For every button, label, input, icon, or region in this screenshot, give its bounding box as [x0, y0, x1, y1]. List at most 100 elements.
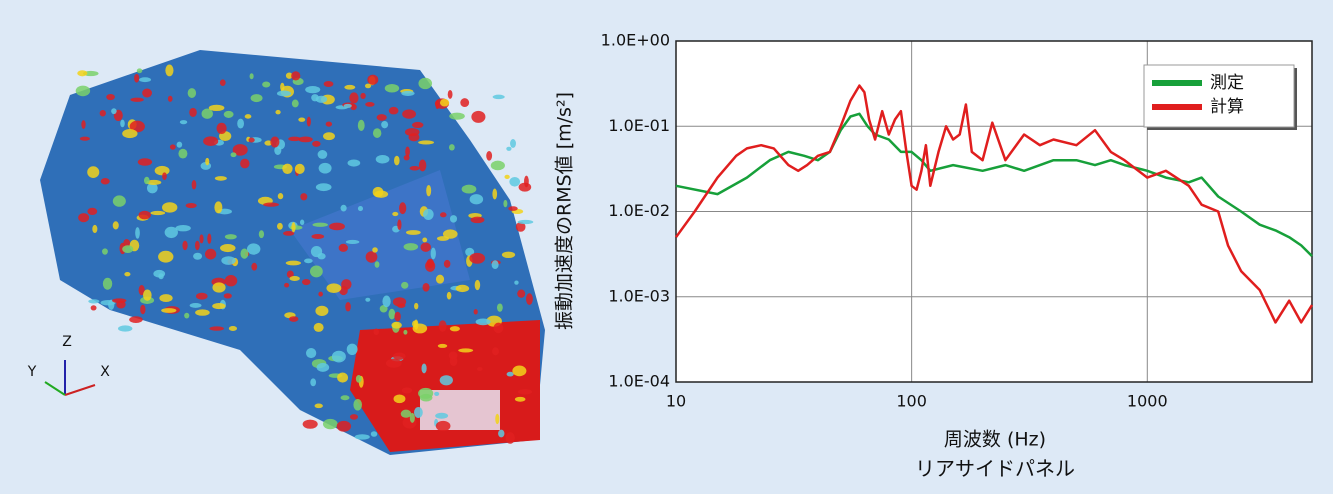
stress-spot [339, 285, 348, 296]
stress-spot [314, 403, 323, 409]
stress-spot [124, 271, 131, 277]
stress-spot [102, 277, 113, 290]
stress-spot [284, 282, 290, 288]
stress-spot [178, 148, 188, 159]
stress-spot [336, 420, 352, 432]
stress-spot [381, 120, 389, 129]
stress-spot [117, 325, 133, 332]
stress-spot [360, 92, 366, 100]
stress-spot [382, 295, 391, 308]
stress-spot [469, 194, 484, 205]
stress-spot [282, 163, 293, 174]
stress-spot [331, 350, 346, 363]
stress-spot [355, 375, 362, 383]
y-tick-label: 1.0E-01 [608, 116, 670, 135]
stress-spot [277, 222, 283, 230]
x-tick-label: 1000 [1127, 392, 1168, 411]
stress-spot [420, 242, 432, 252]
stress-spot [422, 237, 428, 243]
stress-spot [345, 301, 351, 312]
stress-spot [285, 260, 302, 266]
stress-spot [495, 413, 500, 425]
y-tick-label: 1.0E-03 [608, 286, 670, 305]
stress-spot [349, 92, 359, 104]
stress-spot [304, 258, 313, 264]
stress-spot [510, 139, 516, 148]
stress-spot [517, 289, 526, 298]
stress-spot [385, 358, 402, 368]
stress-spot [418, 140, 435, 145]
stress-spot [185, 202, 197, 209]
stress-spot [176, 141, 183, 148]
stress-spot [150, 210, 166, 216]
stress-spot [512, 365, 527, 377]
stress-spot [438, 320, 447, 332]
stress-spot [135, 227, 140, 239]
stress-spot [405, 146, 410, 157]
stress-spot [509, 176, 521, 187]
stress-spot [111, 108, 117, 115]
stress-spot [205, 248, 217, 260]
stress-spot [418, 159, 427, 172]
stress-spot [182, 240, 188, 251]
stress-spot [298, 136, 313, 143]
stress-spot [501, 251, 516, 259]
stress-spot [435, 420, 451, 432]
stress-spot [365, 251, 378, 263]
stress-spot [498, 429, 505, 438]
stress-spot [490, 160, 505, 171]
stress-spot [505, 432, 515, 444]
axis-label: Z [62, 334, 72, 350]
stress-spot [310, 378, 317, 387]
stress-spot [112, 221, 119, 230]
stress-spot [212, 303, 226, 310]
stress-spot [409, 412, 415, 423]
stress-spot [139, 77, 152, 83]
stress-spot [388, 308, 396, 320]
stress-spot [136, 68, 143, 74]
stress-spot [214, 176, 227, 181]
stress-spot [370, 431, 378, 437]
axis-label: Y [27, 364, 37, 380]
stress-spot [137, 158, 153, 166]
stress-spot [435, 274, 445, 284]
stress-spot [402, 109, 416, 119]
stress-spot [78, 213, 90, 223]
stress-spot [473, 309, 478, 315]
car-image: Z Y X [27, 50, 545, 455]
stress-spot [208, 104, 225, 111]
stress-spot [291, 222, 296, 233]
stress-spot [337, 372, 349, 383]
stress-spot [449, 326, 460, 332]
stress-spot [193, 252, 203, 260]
x-tick-label: 10 [666, 392, 686, 411]
stress-spot [277, 193, 284, 200]
stress-spot [87, 207, 98, 216]
stress-spot [224, 234, 237, 240]
stress-spot [353, 398, 362, 411]
stress-spot [162, 172, 167, 180]
stress-spot [384, 83, 400, 93]
stress-spot [421, 363, 427, 374]
stress-spot [414, 407, 423, 419]
stress-spot [207, 233, 212, 244]
stress-spot [514, 280, 519, 285]
stress-spot [154, 165, 170, 176]
stress-spot [143, 176, 150, 185]
stress-spot [100, 178, 110, 185]
axis-label: X [100, 364, 110, 380]
stress-spot [299, 219, 305, 225]
stress-spot [401, 281, 409, 289]
stress-spot [434, 391, 440, 396]
stress-spot [191, 180, 197, 190]
stress-spot [146, 182, 158, 194]
stress-spot [397, 219, 402, 231]
stress-spot [435, 412, 449, 419]
legend-label: 計算 [1210, 97, 1244, 117]
stress-spot [286, 270, 294, 279]
stress-spot [130, 97, 144, 102]
legend-box [1143, 64, 1295, 128]
stress-spot [455, 284, 470, 293]
stress-spot [312, 140, 321, 147]
stress-spot [310, 246, 323, 258]
